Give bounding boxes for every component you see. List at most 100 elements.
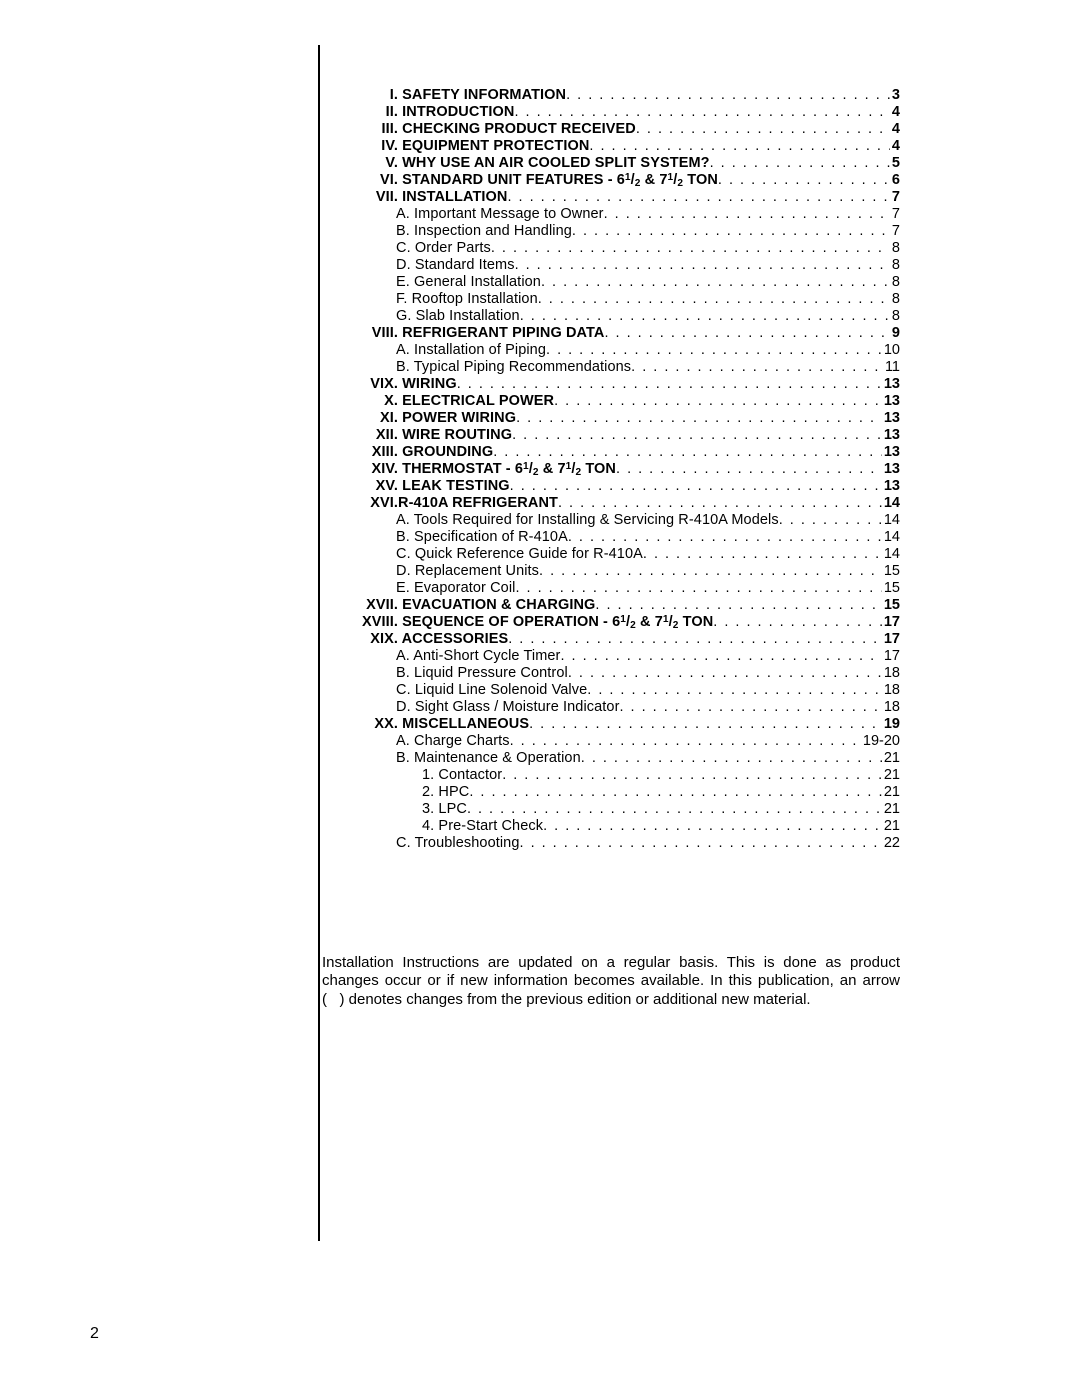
toc-page-number: 8 [890, 241, 900, 256]
toc-label: XVII. EVACUATION & CHARGING [340, 598, 595, 613]
toc-page-number: 13 [882, 462, 900, 477]
toc-page-number: 18 [882, 700, 900, 715]
toc-leader-dots [543, 819, 882, 834]
toc-page-number: 8 [890, 275, 900, 290]
toc-page-number: 4 [890, 105, 900, 120]
toc-page-number: 14 [882, 530, 900, 545]
toc-page-number: 7 [890, 224, 900, 239]
toc-leader-dots [515, 258, 890, 273]
toc-leader-dots [538, 292, 890, 307]
toc-leader-dots [713, 615, 882, 630]
toc-page-number: 13 [882, 394, 900, 409]
toc-page-number: 7 [890, 190, 900, 205]
toc-entry: A. Important Message to Owner7 [340, 207, 900, 222]
toc-leader-dots [643, 547, 882, 562]
toc-leader-dots [616, 462, 882, 477]
toc-entry: 1. Contactor 21 [340, 768, 900, 783]
toc-entry: D. Replacement Units15 [340, 564, 900, 579]
toc-entry: B. Specification of R-410A14 [340, 530, 900, 545]
toc-label: D. Standard Items [340, 258, 515, 273]
toc-entry: VIX. WIRING13 [340, 377, 900, 392]
toc-entry: 4. Pre-Start Check21 [340, 819, 900, 834]
toc-leader-dots [520, 836, 882, 851]
toc-page-number: 22 [882, 836, 900, 851]
toc-label: VII. INSTALLATION [340, 190, 508, 205]
toc-entry: V. WHY USE AN AIR COOLED SPLIT SYSTEM?5 [340, 156, 900, 171]
toc-label: F. Rooftop Installation [340, 292, 538, 307]
toc-label: B. Maintenance & Operation [340, 751, 581, 766]
toc-entry: III. CHECKING PRODUCT RECEIVED4 [340, 122, 900, 137]
toc-entry: E. General Installation8 [340, 275, 900, 290]
toc-leader-dots [493, 445, 882, 460]
toc-page-number: 21 [882, 785, 900, 800]
toc-entry: 3. LPC21 [340, 802, 900, 817]
toc-label: 2. HPC [340, 785, 469, 800]
toc-page-number: 5 [890, 156, 900, 171]
toc-label: C. Quick Reference Guide for R-410A [340, 547, 643, 562]
toc-label: XX. MISCELLANEOUS [340, 717, 529, 732]
toc-page-number: 3 [890, 88, 900, 103]
toc-label: XVI.R-410A REFRIGERANT [340, 496, 558, 511]
toc-leader-dots [546, 343, 882, 358]
toc-label: XIV. THERMOSTAT - 61/2 & 71/2 TON [340, 462, 616, 477]
toc-entry: A. Tools Required for Installing & Servi… [340, 513, 900, 528]
toc-leader-dots [604, 207, 890, 222]
toc-leader-dots [568, 530, 882, 545]
toc-leader-dots [502, 768, 882, 783]
toc-page-number: 4 [890, 139, 900, 154]
toc-label: 1. Contactor [340, 768, 502, 783]
toc-page-number: 8 [890, 292, 900, 307]
toc-entry: XX. MISCELLANEOUS19 [340, 717, 900, 732]
toc-label: C. Troubleshooting [340, 836, 520, 851]
toc-leader-dots [491, 241, 890, 256]
toc-leader-dots [512, 428, 882, 443]
toc-leader-dots [508, 632, 882, 647]
toc-page-number: 21 [882, 768, 900, 783]
toc-leader-dots [541, 275, 890, 290]
toc-entry: VII. INSTALLATION 7 [340, 190, 900, 205]
toc-label: VIII. REFRIGERANT PIPING DATA [340, 326, 604, 341]
toc-entry: II. INTRODUCTION4 [340, 105, 900, 120]
toc-label: XI. POWER WIRING [340, 411, 516, 426]
document-page: I. SAFETY INFORMATION3II. INTRODUCTION4I… [0, 0, 1080, 1397]
toc-leader-dots [508, 190, 890, 205]
toc-leader-dots [636, 122, 890, 137]
toc-entry: D. Standard Items8 [340, 258, 900, 273]
toc-label: XVIII. SEQUENCE OF OPERATION - 61/2 & 71… [340, 615, 713, 630]
toc-label: B. Typical Piping Recommendations [340, 360, 631, 375]
toc-page-number: 8 [890, 309, 900, 324]
toc-leader-dots [718, 173, 890, 188]
toc-leader-dots [520, 309, 890, 324]
toc-leader-dots [516, 411, 882, 426]
toc-leader-dots [554, 394, 882, 409]
toc-page-number: 6 [890, 173, 900, 188]
toc-leader-dots [710, 156, 890, 171]
toc-label: C. Order Parts [340, 241, 491, 256]
toc-page-number: 14 [882, 496, 900, 511]
toc-entry: F. Rooftop Installation 8 [340, 292, 900, 307]
toc-label: A. Tools Required for Installing & Servi… [340, 513, 779, 528]
table-of-contents: I. SAFETY INFORMATION3II. INTRODUCTION4I… [340, 88, 900, 853]
toc-label: XIX. ACCESSORIES [340, 632, 508, 647]
footnote-text: Installation Instructions are updated on… [322, 954, 900, 1009]
toc-entry: XI. POWER WIRING13 [340, 411, 900, 426]
toc-leader-dots [581, 751, 882, 766]
toc-label: B. Inspection and Handling [340, 224, 572, 239]
toc-label: 4. Pre-Start Check [340, 819, 543, 834]
toc-label: XIII. GROUNDING [340, 445, 493, 460]
toc-entry: XVIII. SEQUENCE OF OPERATION - 61/2 & 71… [340, 615, 900, 630]
toc-entry: D. Sight Glass / Moisture Indicator18 [340, 700, 900, 715]
toc-label: VI. STANDARD UNIT FEATURES - 61/2 & 71/2… [340, 173, 718, 188]
toc-page-number: 19-20 [861, 734, 900, 749]
toc-entry: B. Maintenance & Operation21 [340, 751, 900, 766]
toc-entry: C. Troubleshooting 22 [340, 836, 900, 851]
toc-leader-dots [779, 513, 882, 528]
toc-leader-dots [469, 785, 882, 800]
toc-page-number: 15 [882, 598, 900, 613]
toc-label: VIX. WIRING [340, 377, 457, 392]
toc-leader-dots [457, 377, 882, 392]
toc-entry: E. Evaporator Coil15 [340, 581, 900, 596]
toc-entry: XII. WIRE ROUTING13 [340, 428, 900, 443]
toc-entry: C. Order Parts 8 [340, 241, 900, 256]
toc-page-number: 17 [882, 649, 900, 664]
